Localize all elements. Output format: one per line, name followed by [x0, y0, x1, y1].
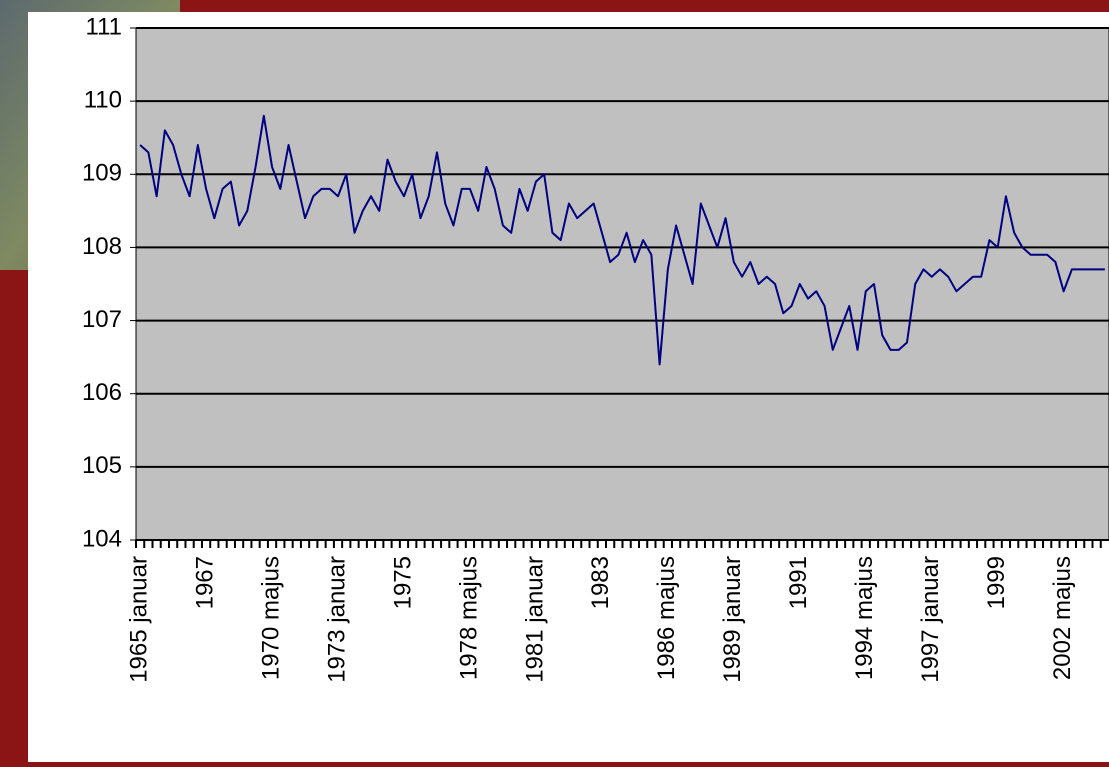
x-tick-label: 1973 januar: [323, 556, 350, 683]
x-tick-label: 1991: [785, 556, 812, 609]
y-tick-label: 105: [82, 452, 122, 479]
y-tick-label: 111: [86, 13, 122, 40]
plot-area: [136, 28, 1109, 540]
y-tick-label: 108: [82, 233, 122, 260]
x-tick-label: 1983: [587, 556, 614, 609]
x-tick-label: 1989 januar: [719, 556, 746, 683]
y-tick-label: 109: [82, 160, 122, 187]
x-tick-label: 2002 majus: [1049, 556, 1076, 680]
x-tick-label: 1978 majus: [455, 556, 482, 680]
x-tick-label: 1999: [983, 556, 1010, 609]
x-tick-label: 1967: [191, 556, 218, 609]
x-tick-label: 1975: [389, 556, 416, 609]
x-tick-label: 1970 majus: [257, 556, 284, 680]
x-tick-label: 1997 januar: [917, 556, 944, 683]
y-tick-label: 110: [84, 86, 122, 113]
x-tick-label: 1994 majus: [851, 556, 878, 680]
x-tick-label: 1986 majus: [653, 556, 680, 680]
y-tick-label: 106: [82, 379, 122, 406]
x-tick-label: 1965 januar: [125, 556, 152, 683]
chart: 104 105 106 107 108 109 110 111 1965 januar 1967 1…: [0, 0, 1109, 762]
x-tick-label: 1981 januar: [521, 556, 548, 683]
y-tick-label: 107: [82, 306, 122, 333]
page: 104 105 106 107 108 109 110 111 1965 januar 1967 1…: [0, 0, 1109, 762]
y-tick-label: 104: [82, 525, 122, 552]
